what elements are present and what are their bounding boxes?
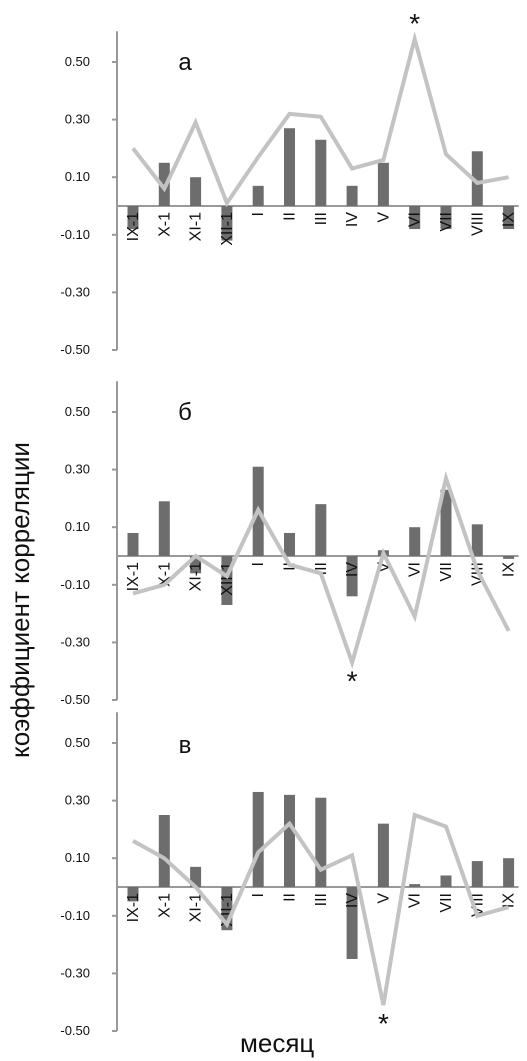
bar-III	[315, 139, 327, 206]
bar-I	[252, 791, 264, 887]
x-tick-label: VI	[407, 893, 424, 908]
x-tick-label: IV	[344, 893, 361, 908]
bar-IX-1	[127, 887, 139, 902]
y-tick-label: 0.10	[65, 169, 90, 184]
bar-X-1	[158, 501, 170, 556]
bar-IX-1	[127, 206, 139, 230]
y-tick-label: 0.30	[65, 793, 90, 808]
x-tick-label: I	[250, 212, 267, 216]
bar-X-1	[158, 815, 170, 887]
x-tick-label: V	[375, 212, 392, 223]
x-tick-label: IX	[501, 562, 518, 577]
y-tick-label: 0.50	[65, 735, 90, 750]
x-tick-label: IX-1	[125, 212, 142, 241]
y-tick-label: 0.10	[65, 850, 90, 865]
y-tick-label: -0.10	[60, 908, 90, 923]
y-tick-label: 0.50	[65, 54, 90, 69]
x-tick-label: II	[282, 893, 299, 902]
panel-letter: в	[179, 732, 192, 759]
bar-XI-1	[190, 177, 202, 206]
bar-VI	[409, 527, 421, 556]
significance-star: *	[409, 8, 420, 39]
x-tick-label: I	[250, 893, 267, 897]
x-tick-label: VII	[438, 562, 455, 582]
bar-V	[377, 823, 389, 887]
x-tick-label: III	[313, 212, 330, 225]
x-tick-label: VIII	[469, 212, 486, 236]
x-tick-label: X-1	[156, 893, 173, 918]
x-tick-label: VII	[438, 212, 455, 232]
bar-XII-1	[221, 556, 233, 605]
bar-VI	[409, 884, 421, 887]
y-tick-label: 0.10	[65, 519, 90, 534]
significance-star: *	[378, 1008, 389, 1039]
x-tick-label: XI-1	[188, 893, 205, 922]
y-tick-label: -0.30	[60, 634, 90, 649]
y-tick-label: -0.10	[60, 227, 90, 242]
significance-star: *	[347, 666, 358, 697]
x-tick-label: XI-1	[188, 562, 205, 591]
y-tick-label: -0.30	[60, 965, 90, 980]
bar-VI	[409, 206, 421, 230]
y-tick-label: 0.50	[65, 404, 90, 419]
x-tick-label: II	[282, 212, 299, 221]
bar-IX-1	[127, 532, 139, 556]
bar-IV	[346, 556, 358, 597]
panel-letter: б	[178, 399, 192, 426]
bar-III	[315, 504, 327, 556]
y-tick-label: -0.10	[60, 577, 90, 592]
bar-VII	[440, 875, 452, 887]
bar-III	[315, 797, 327, 887]
y-axis-label-text: коэффициент корреляции	[5, 442, 35, 758]
bar-IV	[346, 185, 358, 206]
bar-II	[284, 532, 295, 556]
bar-XII-1	[221, 887, 233, 931]
x-tick-label: V	[375, 562, 392, 573]
y-tick-label: -0.50	[60, 1023, 90, 1038]
bar-XI-1	[190, 866, 202, 887]
x-tick-label: IV	[344, 212, 361, 227]
bar-IV	[346, 887, 358, 959]
bar-VII	[440, 206, 452, 230]
x-tick-label: IX	[501, 893, 518, 908]
bar-VIII	[471, 151, 483, 206]
y-tick-label: 0.30	[65, 462, 90, 477]
x-tick-label: XII-1	[219, 212, 236, 246]
y-tick-label: -0.30	[60, 284, 90, 299]
bar-VIII	[471, 861, 483, 887]
x-tick-label: XI-1	[188, 212, 205, 241]
x-tick-label: IX	[501, 212, 518, 227]
bar-V	[377, 162, 389, 206]
panel-letter: а	[178, 49, 192, 76]
y-tick-label: -0.50	[60, 692, 90, 705]
bar-VIII	[471, 524, 483, 556]
panel-a-chart: 0.50 0.30 0.10 -0.10 -0.30 -0.50 IX-1 X-1 XI-1 XI…	[60, 8, 519, 357]
x-tick-label: IX-1	[125, 562, 142, 591]
bar-II	[284, 794, 295, 887]
x-tick-label: IX-1	[125, 893, 142, 922]
bar-XII-1	[221, 206, 233, 241]
bar-IX	[503, 858, 515, 887]
bar-XI-1	[190, 556, 202, 574]
bar-VII	[440, 489, 452, 556]
x-tick-label: VI	[407, 212, 424, 227]
x-tick-label: IV	[344, 562, 361, 577]
bar-IX	[503, 556, 515, 559]
x-tick-label: V	[375, 893, 392, 904]
x-tick-label: X-1	[156, 212, 173, 237]
y-tick-label: -0.50	[60, 342, 90, 357]
x-tick-label: VII	[438, 893, 455, 913]
bar-IX	[503, 206, 515, 230]
y-tick-label: 0.30	[65, 112, 90, 127]
x-tick-label: I	[250, 562, 267, 566]
x-axis-label: месяц	[240, 1028, 315, 1058]
x-tick-label: III	[313, 893, 330, 906]
x-tick-label: VI	[407, 562, 424, 577]
y-axis-label: коэффициент корреляции	[5, 442, 35, 758]
bar-I	[252, 185, 264, 206]
bar-II	[284, 128, 295, 206]
